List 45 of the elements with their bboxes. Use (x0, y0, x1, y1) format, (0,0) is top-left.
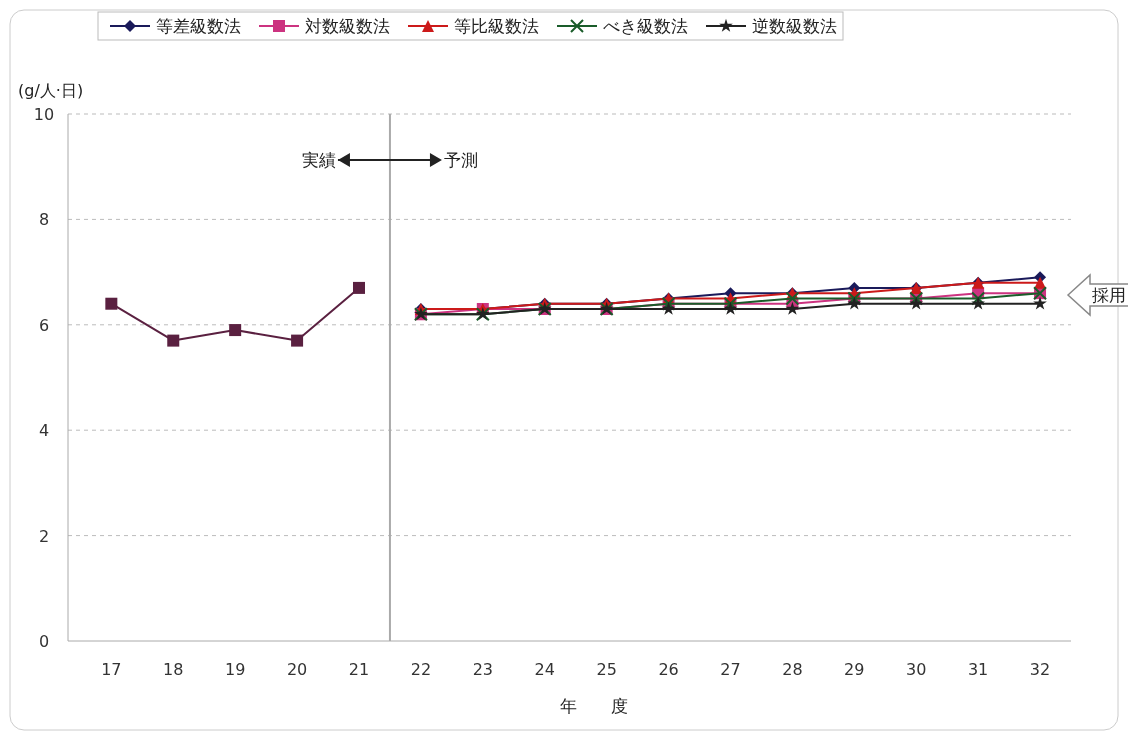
x-tick-label: 23 (472, 660, 493, 679)
point (661, 301, 676, 315)
y-tick-label: 10 (33, 105, 55, 124)
annotation: 予測 (443, 150, 478, 170)
x-tick-label: 30 (906, 660, 927, 679)
point (723, 301, 738, 315)
x-tick-label: 32 (1029, 660, 1051, 679)
point (847, 296, 862, 310)
y-tick-label: 0 (38, 632, 50, 651)
x-tick-label: 24 (534, 660, 555, 679)
x-tick-label: 18 (163, 660, 184, 679)
x-tick-label: 22 (410, 660, 432, 679)
legend-label: べき級数法 (603, 16, 688, 36)
x-tick-label: 27 (720, 660, 741, 679)
point (167, 334, 180, 347)
y-tick-label: 8 (38, 210, 50, 230)
legend-label: 逆数級数法 (752, 16, 837, 36)
legend-label: 等比級数法 (454, 16, 539, 36)
x-tick-label: 17 (101, 660, 122, 679)
point (971, 296, 985, 310)
point (909, 296, 924, 310)
x-axis-title: 年 度 (560, 696, 629, 716)
point (229, 324, 242, 337)
point (1033, 296, 1047, 310)
y-tick-label: 6 (38, 315, 50, 335)
point (785, 301, 800, 315)
x-tick-label: 21 (348, 660, 370, 679)
x-tick-label: 29 (844, 660, 865, 679)
legend-label: 対数級数法 (305, 16, 390, 36)
point (291, 334, 304, 347)
point (105, 297, 118, 310)
x-tick-label: 26 (658, 660, 679, 679)
x-tick-label: 31 (967, 660, 989, 679)
annotation: 実績 (301, 150, 336, 170)
y-axis-title: (g/人·日) (18, 81, 84, 100)
x-tick-label: 19 (224, 660, 246, 679)
legend-label: 等差級数法 (156, 16, 241, 36)
point (785, 291, 800, 306)
point (352, 281, 365, 294)
x-tick-label: 25 (596, 660, 617, 679)
x-tick-label: 28 (782, 660, 803, 679)
text: 採用 (1092, 285, 1126, 305)
x-tick-label: 20 (286, 660, 308, 679)
y-tick-label: 4 (38, 421, 50, 441)
y-tick-label: 2 (38, 526, 50, 546)
